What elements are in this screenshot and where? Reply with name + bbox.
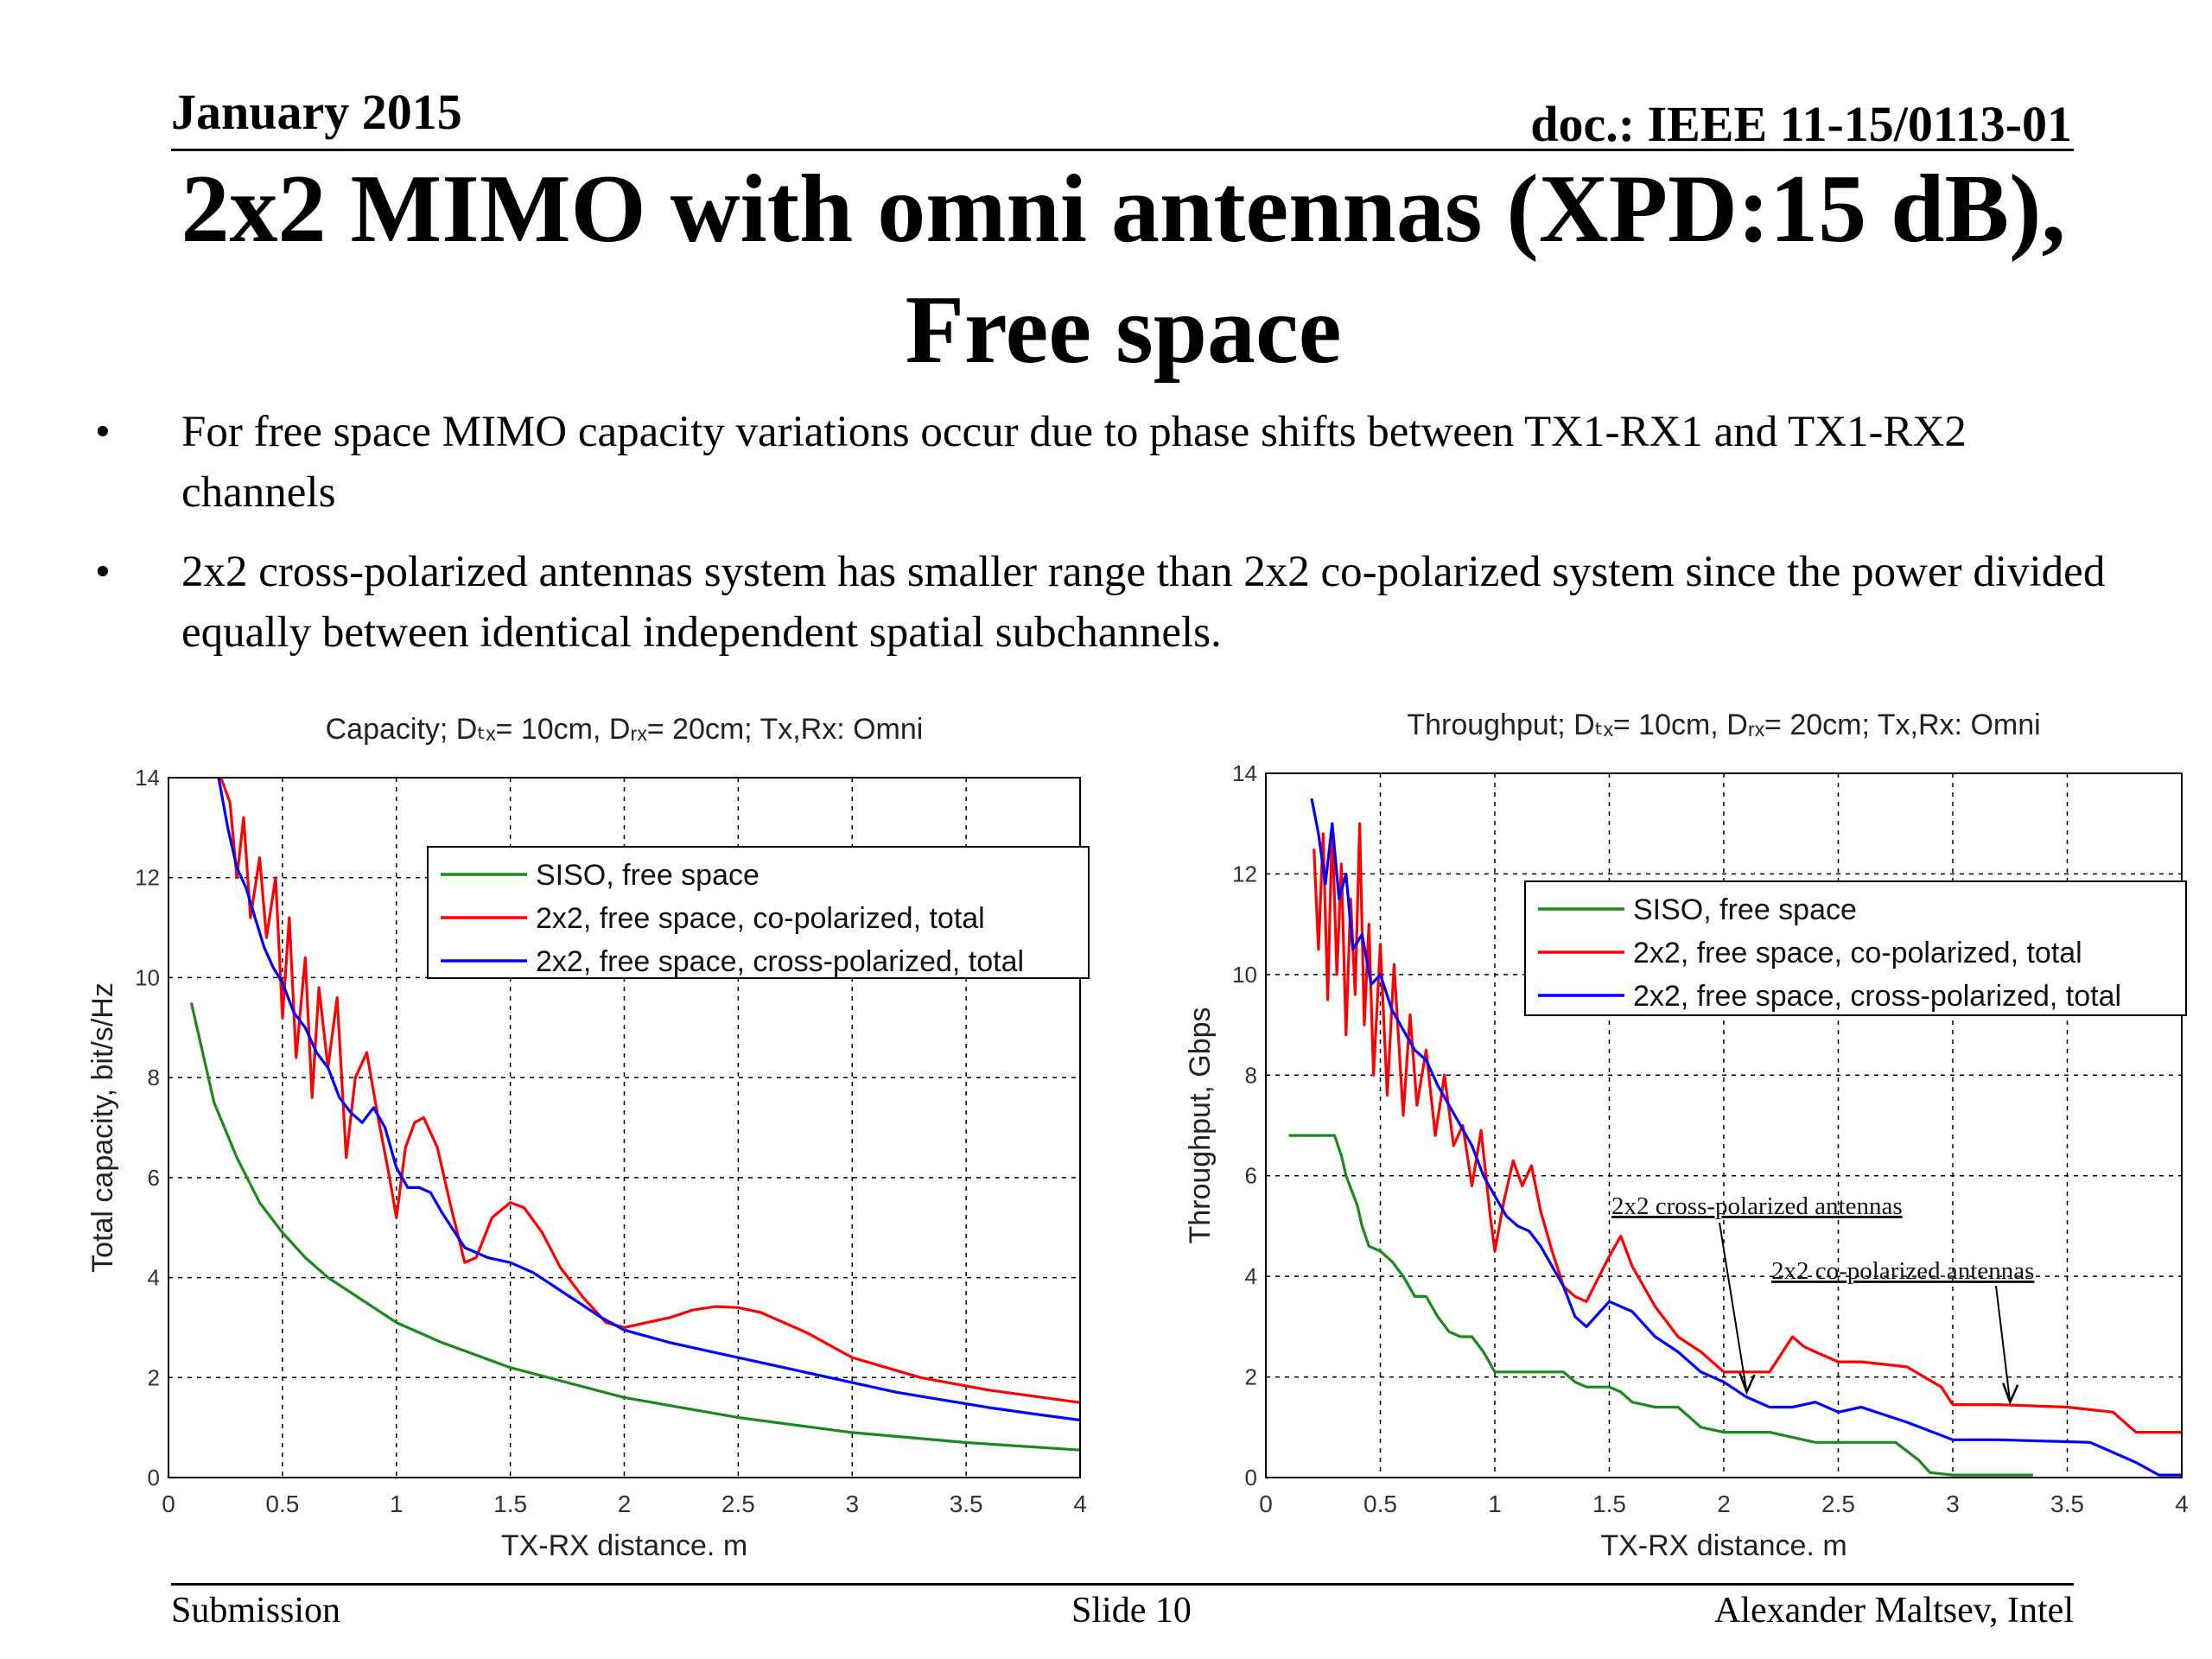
throughput-chart: Throughput; Dₜₓ= 10cm, Dᵣₓ= 20cm; Tx,Rx:… bbox=[1166, 691, 2203, 1562]
legend-label: 2x2, free space, co-polarized, total bbox=[1633, 937, 2082, 969]
x-tick-label: 2 bbox=[1717, 1491, 1731, 1517]
series-line-cross bbox=[217, 778, 1080, 1422]
footer-rule bbox=[171, 1583, 2074, 1586]
chart-title: Capacity; Dₜₓ= 10cm, Dᵣₓ= 20cm; Tx,Rx: O… bbox=[326, 713, 924, 746]
series-line-co bbox=[219, 778, 1080, 1404]
header-doc-id: doc.: IEEE 11-15/0113-01 bbox=[1530, 96, 2072, 152]
bullet-item: • For free space MIMO capacity variation… bbox=[95, 402, 2117, 523]
y-tick-label: 10 bbox=[135, 964, 160, 990]
annotation-arrow bbox=[1995, 1285, 2012, 1402]
bullet-list: • For free space MIMO capacity variation… bbox=[95, 402, 2117, 682]
y-tick-label: 8 bbox=[1245, 1062, 1257, 1088]
slide-title-line1: 2x2 MIMO with omni antennas (XPD:15 dB), bbox=[181, 156, 2066, 263]
legend-label: SISO, free space bbox=[1633, 893, 1857, 926]
footer-submission: Submission bbox=[171, 1591, 341, 1630]
y-tick-label: 12 bbox=[1232, 861, 1257, 887]
x-tick-label: 3.5 bbox=[950, 1491, 983, 1517]
y-tick-label: 6 bbox=[148, 1165, 160, 1191]
x-tick-label: 0.5 bbox=[265, 1491, 299, 1517]
slide-title-line2: Free space bbox=[905, 276, 1342, 384]
annotation-arrow bbox=[1719, 1222, 1748, 1393]
x-axis-label: TX-RX distance, m bbox=[1600, 1529, 1847, 1555]
legend-label: 2x2, free space, cross-polarized, total bbox=[536, 945, 1024, 978]
y-tick-label: 0 bbox=[1245, 1465, 1257, 1491]
y-tick-label: 2 bbox=[148, 1364, 160, 1390]
series-line-siso bbox=[1288, 1134, 2033, 1477]
series-line-cross bbox=[1310, 798, 2182, 1477]
x-tick-label: 1.5 bbox=[1592, 1491, 1626, 1517]
x-axis-label: TX-RX distance, m bbox=[501, 1529, 747, 1555]
y-tick-label: 4 bbox=[1245, 1263, 1257, 1289]
y-tick-label: 14 bbox=[135, 765, 160, 791]
capacity-chart: Capacity; Dₜₓ= 10cm, Dᵣₓ= 20cm; Tx,Rx: O… bbox=[69, 691, 1106, 1562]
throughput-chart-svg: Throughput; Dₜₓ= 10cm, Dᵣₓ= 20cm; Tx,Rx:… bbox=[1184, 709, 2189, 1562]
y-tick-label: 10 bbox=[1232, 962, 1257, 988]
y-tick-label: 2 bbox=[1245, 1364, 1257, 1390]
bullet-text: For free space MIMO capacity variations … bbox=[181, 408, 1967, 517]
footer-author: Alexander Maltsev, Intel bbox=[1714, 1591, 2074, 1630]
series-line-siso bbox=[189, 1002, 1080, 1452]
x-tick-label: 1 bbox=[1488, 1491, 1502, 1517]
x-tick-label: 3 bbox=[1946, 1491, 1960, 1517]
x-tick-label: 4 bbox=[2175, 1491, 2189, 1517]
legend-label: 2x2, free space, co-polarized, total bbox=[536, 902, 985, 935]
x-tick-label: 0 bbox=[1259, 1491, 1273, 1517]
annotation-arrowhead bbox=[2002, 1382, 2019, 1405]
header-rule bbox=[171, 149, 2074, 151]
annotation-arrowhead bbox=[1738, 1372, 1756, 1395]
x-tick-label: 2.5 bbox=[1821, 1491, 1855, 1517]
chart-title: Throughput; Dₜₓ= 10cm, Dᵣₓ= 20cm; Tx,Rx:… bbox=[1407, 709, 2040, 741]
plot-frame bbox=[168, 777, 1081, 1478]
x-tick-label: 4 bbox=[1073, 1491, 1087, 1517]
capacity-chart-svg: Capacity; Dₜₓ= 10cm, Dᵣₓ= 20cm; Tx,Rx: O… bbox=[86, 713, 1090, 1562]
slide-title: 2x2 MIMO with omni antennas (XPD:15 dB),… bbox=[0, 149, 2212, 391]
annotation-text: 2x2 cross-polarized antennas bbox=[1611, 1192, 1903, 1220]
bullet-marker: • bbox=[95, 408, 111, 456]
legend-box bbox=[427, 846, 1090, 979]
x-tick-label: 2 bbox=[618, 1491, 632, 1517]
y-tick-label: 12 bbox=[135, 865, 160, 891]
x-tick-label: 0 bbox=[162, 1491, 175, 1517]
y-tick-label: 14 bbox=[1232, 760, 1257, 786]
x-tick-label: 0.5 bbox=[1363, 1491, 1397, 1517]
header-date: January 2015 bbox=[171, 84, 462, 140]
footer-slide-number: Slide 10 bbox=[1071, 1591, 1192, 1630]
y-axis-label: Throughput, Gbps bbox=[1184, 1007, 1217, 1243]
x-tick-label: 1.5 bbox=[493, 1491, 527, 1517]
x-tick-label: 3 bbox=[845, 1491, 859, 1517]
annotation-text: 2x2 co-polarized antennas bbox=[1771, 1257, 2034, 1285]
y-tick-label: 6 bbox=[1245, 1163, 1257, 1189]
bullet-item: • 2x2 cross-polarized antennas system ha… bbox=[95, 542, 2117, 663]
x-tick-label: 3.5 bbox=[2050, 1491, 2084, 1517]
y-axis-label: Total capacity, bit/s/Hz bbox=[86, 982, 119, 1273]
y-tick-label: 4 bbox=[148, 1265, 160, 1291]
y-tick-label: 8 bbox=[148, 1065, 160, 1090]
legend-box bbox=[1524, 880, 2187, 1016]
y-tick-label: 0 bbox=[148, 1465, 160, 1491]
series-line-co bbox=[1313, 822, 2182, 1434]
x-tick-label: 1 bbox=[390, 1491, 404, 1517]
x-tick-label: 2.5 bbox=[721, 1491, 755, 1517]
legend-label: 2x2, free space, cross-polarized, total bbox=[1633, 980, 2121, 1013]
bullet-text: 2x2 cross-polarized antennas system has … bbox=[181, 548, 2106, 657]
bullet-marker: • bbox=[95, 548, 111, 596]
plot-frame bbox=[1265, 772, 2183, 1478]
legend-label: SISO, free space bbox=[536, 859, 760, 892]
